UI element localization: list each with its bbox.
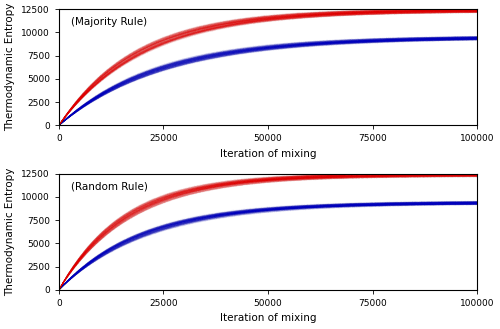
X-axis label: Iteration of mixing: Iteration of mixing [220, 149, 316, 159]
Text: (Majority Rule): (Majority Rule) [72, 17, 148, 27]
Y-axis label: Thermodynamic Entropy: Thermodynamic Entropy [6, 3, 16, 131]
Text: (Random Rule): (Random Rule) [72, 182, 148, 192]
Y-axis label: Thermodynamic Entropy: Thermodynamic Entropy [6, 167, 16, 296]
X-axis label: Iteration of mixing: Iteration of mixing [220, 314, 316, 323]
